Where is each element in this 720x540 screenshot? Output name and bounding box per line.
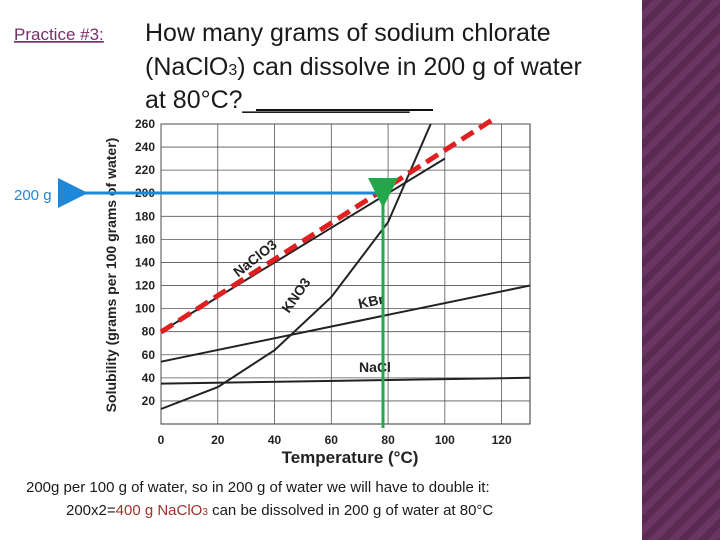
x-tick-label: 0 (158, 433, 165, 447)
series-label: NaCl (359, 359, 391, 375)
y-tick-label: 220 (135, 163, 155, 177)
y-tick-label: 120 (135, 279, 155, 293)
x-tick-label: 120 (492, 433, 512, 447)
series-line (160, 284, 531, 363)
answer-line: 200x2=400 g NaClO3 can be dissolved in 2… (66, 502, 493, 519)
y-tick-label: 160 (135, 232, 155, 246)
y-tick-label: 60 (142, 348, 156, 362)
side-panel (642, 0, 720, 540)
series-line (160, 376, 531, 385)
y-tick-label: 40 (142, 371, 156, 385)
y-tick-label: 20 (142, 394, 156, 408)
y-axis-title: Solubility (grams per 100 grams of water… (103, 138, 119, 413)
plot-area (160, 123, 531, 425)
answer-line: 200g per 100 g of water, so in 200 g of … (26, 479, 490, 496)
y-tick-label: 80 (142, 325, 156, 339)
practice-label: Practice #3: (14, 25, 104, 44)
question-line: (NaClO3) can dissolve in 200 g of water (145, 53, 582, 81)
y-tick-label: 180 (135, 209, 155, 223)
y-tick-label: 100 (135, 302, 155, 316)
x-tick-label: 80 (381, 433, 395, 447)
series-label: KBr (357, 291, 386, 312)
y-tick-label: 140 (135, 255, 155, 269)
x-tick-label: 100 (435, 433, 455, 447)
arrow-label: 200 g (14, 187, 52, 204)
x-tick-label: 20 (211, 433, 225, 447)
x-tick-label: 60 (325, 433, 339, 447)
question-line: How many grams of sodium chlorate (145, 19, 551, 47)
y-tick-label: 260 (135, 117, 155, 131)
x-axis-title: Temperature (°C) (282, 448, 419, 467)
highlight-dash (159, 117, 494, 335)
x-tick-label: 40 (268, 433, 282, 447)
y-tick-label: 240 (135, 140, 155, 154)
